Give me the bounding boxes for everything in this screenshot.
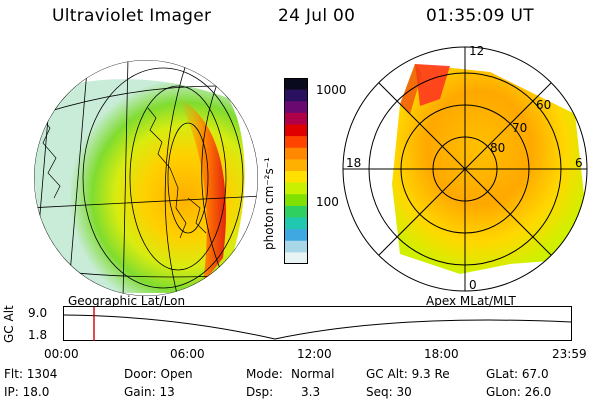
right-panel-label: Apex MLat/MLT [426, 294, 516, 308]
mode-label: Mode: [246, 367, 283, 381]
mlt-18-label: 18 [346, 156, 362, 170]
colorbar-swatch [284, 78, 308, 91]
colorbar-swatch [284, 89, 308, 102]
glat-value: GLat: 67.0 [486, 367, 549, 381]
colorbar-tick-100: 100 [316, 195, 339, 209]
geographic-image [34, 60, 258, 296]
date-label: 24 Jul 00 [278, 6, 356, 26]
colorbar-swatch [284, 124, 308, 137]
time-tick-0000: 00:00 [44, 347, 79, 361]
mlat-70-label: 70 [512, 121, 528, 135]
colorbar-swatch [284, 182, 308, 195]
polar-plot [342, 46, 588, 292]
time-tick-2359: 23:59 [552, 347, 587, 361]
colorbar-swatch [284, 240, 308, 253]
gc-alt-axis-label: GC Alt [2, 305, 16, 343]
alt-min-label: 1.8 [28, 328, 48, 342]
mlt-0-label: 0 [469, 278, 477, 292]
time-label: 01:35:09 UT [426, 6, 534, 26]
colorbar [284, 78, 308, 264]
mlat-80-label: 80 [490, 141, 506, 155]
sequence-value: Seq: 30 [366, 385, 412, 399]
flight-number: Flt: 1304 [4, 367, 58, 381]
colorbar-swatch [284, 147, 308, 160]
colorbar-swatch [284, 252, 308, 264]
left-panel-label: Geographic Lat/Lon [68, 294, 186, 308]
mlt-12-label: 12 [469, 44, 485, 58]
colorbar-swatch [284, 194, 308, 207]
instrument-title: Ultraviolet Imager [52, 6, 212, 26]
ip-value: IP: 18.0 [4, 385, 50, 399]
dsp-value: 3.3 [301, 385, 321, 399]
mlt-6-label: 6 [575, 156, 583, 170]
door-status: Door: Open [124, 367, 193, 381]
colorbar-swatch [284, 205, 308, 219]
colorbar-swatch [284, 171, 308, 184]
colorbar-swatch [284, 217, 308, 230]
orbit-timeline [63, 306, 572, 341]
colorbar-swatch [284, 229, 308, 242]
alt-max-label: 9.0 [28, 306, 48, 320]
colorbar-swatch [284, 112, 308, 126]
gain-value: Gain: 13 [124, 385, 175, 399]
time-tick-0600: 06:00 [170, 347, 205, 361]
dsp-label: Dsp: [246, 385, 274, 399]
mlat-60-label: 60 [536, 98, 552, 112]
colorbar-swatch [284, 136, 308, 149]
time-tick-1200: 12:00 [297, 347, 332, 361]
mode-value: Normal [291, 367, 335, 381]
time-tick-1800: 18:00 [424, 347, 459, 361]
colorbar-swatch [284, 159, 308, 172]
gc-alt-value: GC Alt: 9.3 Re [366, 367, 450, 381]
colorbar-swatch [284, 101, 308, 114]
colorbar-unit-label: photon cm⁻²s⁻¹ [262, 157, 276, 250]
glon-value: GLon: 26.0 [486, 385, 552, 399]
colorbar-tick-1000: 1000 [316, 83, 347, 97]
